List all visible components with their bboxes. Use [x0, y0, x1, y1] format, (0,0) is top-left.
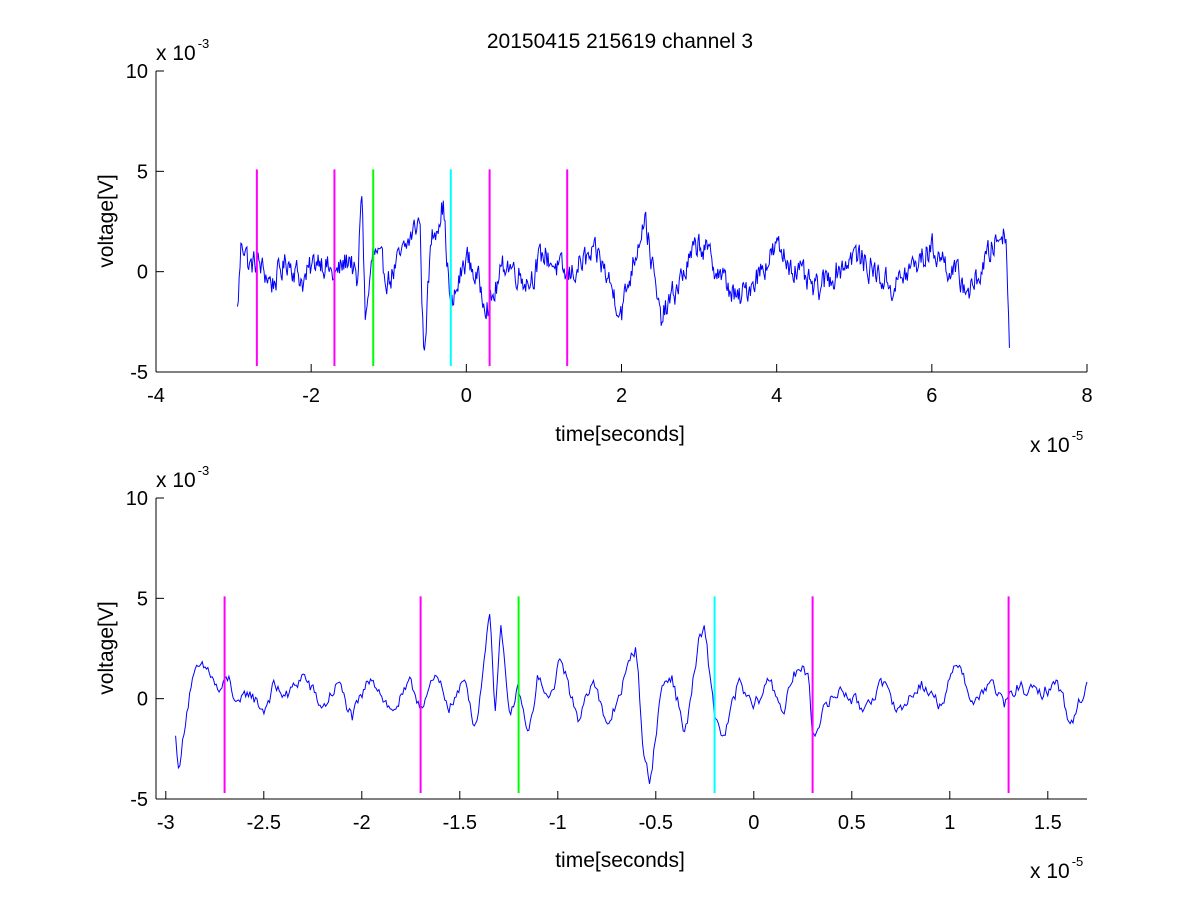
plot-top: 20150415 215619 channel 3 time[seconds] … — [95, 30, 1093, 457]
y-axis-label-top: voltage[V] — [95, 174, 118, 267]
y-tick-label-bottom: 0 — [137, 689, 148, 711]
y-tick-label-top: 0 — [137, 262, 148, 284]
x-tick-label-bottom: 1 — [944, 812, 955, 834]
signal-trace-bottom — [175, 614, 1088, 784]
x-exponent-power-top: -5 — [1072, 428, 1084, 443]
y-tick-label-top: 10 — [126, 61, 148, 83]
x-tick-label-bottom: -0.5 — [639, 812, 673, 834]
y-exponent-power-bottom: -3 — [198, 463, 210, 478]
plot-bottom: time[seconds] voltage[V] x 10 -3 x 10 -5 -… — [95, 463, 1088, 883]
y-tick-label-bottom: -5 — [130, 789, 148, 811]
y-axis-label-bottom: voltage[V] — [95, 601, 118, 694]
x-tick-label-top: -2 — [302, 385, 320, 407]
y-tick-label-bottom: 10 — [126, 488, 148, 510]
x-tick-label-bottom: 0 — [748, 812, 759, 834]
y-exponent-power-top: -3 — [198, 36, 210, 51]
y-exponent-top: x 10 -3 — [156, 36, 209, 65]
x-tick-label-top: 0 — [461, 385, 472, 407]
x-tick-label-bottom: 1.5 — [1034, 812, 1062, 834]
x-tick-label-top: -4 — [147, 385, 165, 407]
x-tick-label-bottom: -2.5 — [247, 812, 281, 834]
y-tick-label-top: -5 — [130, 362, 148, 384]
x-tick-label-bottom: -3 — [157, 812, 175, 834]
y-tick-label-top: 5 — [137, 161, 148, 183]
x-tick-label-bottom: -1 — [549, 812, 567, 834]
x-tick-label-bottom: -1.5 — [443, 812, 477, 834]
x-exponent-bottom: x 10 -5 — [1030, 854, 1083, 883]
x-tick-label-top: 8 — [1081, 385, 1092, 407]
x-exponent-top: x 10 -5 — [1030, 428, 1083, 457]
x-axis-label-top: time[seconds] — [555, 423, 685, 446]
chart-title: 20150415 215619 channel 3 — [487, 30, 753, 53]
x-exponent-base-top: x 10 — [1030, 434, 1070, 457]
x-tick-label-top: 6 — [926, 385, 937, 407]
x-tick-label-top: 2 — [616, 385, 627, 407]
y-tick-label-bottom: 5 — [137, 588, 148, 610]
x-axis-label-bottom: time[seconds] — [555, 849, 685, 872]
y-exponent-base-top: x 10 — [156, 42, 196, 65]
x-tick-label-top: 4 — [771, 385, 782, 407]
y-exponent-bottom: x 10 -3 — [156, 463, 209, 492]
x-exponent-base-bottom: x 10 — [1030, 860, 1070, 883]
y-exponent-base-bottom: x 10 — [156, 469, 196, 492]
x-exponent-power-bottom: -5 — [1072, 854, 1084, 869]
x-tick-label-bottom: 0.5 — [838, 812, 866, 834]
signal-trace-top — [236, 196, 1010, 351]
x-tick-label-bottom: -2 — [353, 812, 371, 834]
